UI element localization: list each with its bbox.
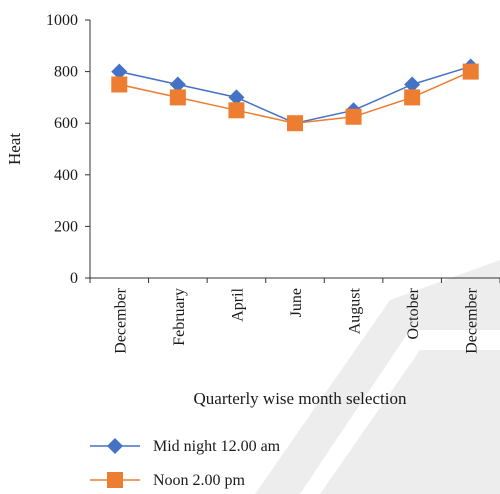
series-1-point (287, 115, 303, 132)
y-tick-label: 1000 (46, 12, 78, 29)
x-tick-label: February (171, 288, 188, 346)
y-tick-label: 600 (54, 115, 78, 132)
y-tick-label: 200 (54, 218, 78, 235)
watermark (255, 260, 500, 494)
x-tick-label: April (229, 287, 246, 321)
legend: Mid night 12.00 am Noon 2.00 pm (90, 438, 281, 489)
x-tick-label: December (112, 287, 129, 353)
series-1-point (169, 89, 186, 106)
x-tick-label: June (288, 288, 305, 317)
legend-item-noon: Noon 2.00 pm (90, 472, 246, 489)
y-tick-label: 0 (70, 270, 78, 287)
series-0-point (111, 63, 128, 80)
series-1-point (345, 108, 362, 125)
series-1-point (228, 102, 245, 119)
x-tick-label: August (347, 287, 364, 334)
series-0-point (228, 89, 245, 106)
y-tick-label: 400 (54, 167, 78, 184)
x-tick-label: October (405, 287, 422, 339)
x-tick-label: December (464, 287, 481, 353)
y-axis-title: Heat (5, 133, 24, 165)
legend-label-midnight: Mid night 12.00 am (153, 438, 281, 455)
legend-marker-midnight (107, 438, 123, 454)
series-0-point (169, 76, 186, 93)
legend-label-noon: Noon 2.00 pm (153, 472, 246, 489)
legend-marker-noon (107, 472, 123, 488)
x-axis-title: Quarterly wise month selection (194, 389, 407, 408)
series-0-point (404, 76, 421, 93)
series-1-point (111, 76, 128, 93)
y-tick-label: 800 (54, 64, 78, 81)
series-1-point (462, 63, 479, 80)
series-1-point (404, 89, 421, 106)
legend-item-midnight: Mid night 12.00 am (90, 438, 281, 455)
